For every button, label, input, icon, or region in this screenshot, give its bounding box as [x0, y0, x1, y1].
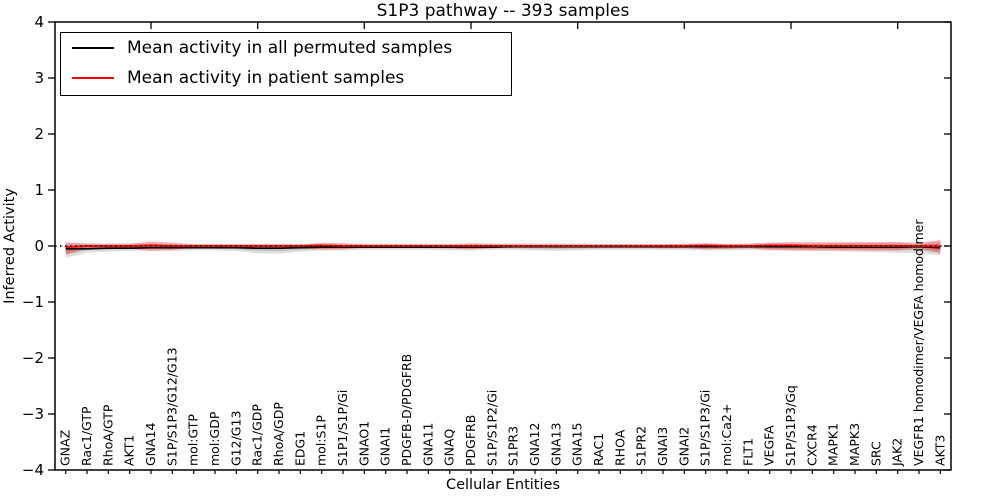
- x-tick-label: EDG1: [292, 431, 307, 466]
- x-tick-label: VEGFA: [762, 425, 777, 466]
- y-tick-label: 2: [34, 125, 44, 143]
- y-axis-label: Inferred Activity: [2, 188, 18, 304]
- x-tick-label: GNA13: [548, 423, 563, 467]
- x-tick-label: Rac1/GTP: [79, 406, 94, 466]
- x-tick-label: S1P/S1P2/Gi: [484, 390, 499, 466]
- x-tick-label: CXCR4: [804, 424, 819, 466]
- y-tick-label: −3: [22, 405, 44, 423]
- patient-line-swatch: [72, 77, 114, 79]
- x-tick-label: GNA12: [527, 423, 542, 467]
- chart-title: S1P3 pathway -- 393 samples: [376, 1, 630, 21]
- x-tick-label: MAPK3: [847, 423, 862, 466]
- x-tick-label: GNA15: [570, 423, 585, 467]
- y-tick-label: 4: [34, 13, 44, 31]
- x-tick-label: SRC: [868, 441, 883, 466]
- x-axis-label: Cellular Entities: [445, 477, 561, 493]
- x-tick-label: RhoA/GDP: [271, 402, 286, 466]
- x-tick-label: RhoA/GTP: [100, 404, 115, 466]
- x-tick-label: FLT1: [740, 438, 755, 466]
- x-tick-label: GNAQ: [442, 429, 457, 466]
- x-tick-label: S1P/S1P3/Gi: [698, 390, 713, 466]
- y-tick-label: −2: [22, 349, 44, 367]
- x-tick-label: S1P1/S1P/Gi: [335, 390, 350, 466]
- legend: Mean activity in all permuted samples Me…: [60, 32, 512, 96]
- x-tick-label: S1PR2: [634, 426, 649, 466]
- x-tick-label: mol:S1P: [314, 415, 329, 466]
- y-tick-label: −4: [22, 461, 44, 479]
- y-tick-label: 3: [34, 69, 44, 87]
- x-tick-label: RHOA: [612, 429, 627, 466]
- y-tick-label: 0: [34, 237, 44, 255]
- x-tick-label: G12/G13: [228, 411, 243, 466]
- x-tick-label: PDGFB-D/PDGFRB: [399, 354, 414, 466]
- x-tick-label: Rac1/GDP: [250, 404, 265, 466]
- permuted-line-swatch: [72, 47, 114, 49]
- x-tick-label: JAK2: [890, 438, 905, 467]
- legend-item-patient: Mean activity in patient samples: [61, 63, 511, 93]
- x-tick-label: S1P/S1P3/Gq: [783, 385, 798, 466]
- x-tick-label: RAC1: [591, 433, 606, 466]
- y-tick-label: 1: [34, 181, 44, 199]
- x-tick-label: GNA11: [420, 423, 435, 467]
- plot-box: [54, 21, 952, 471]
- x-tick-label: mol:Ca2+: [719, 404, 734, 466]
- legend-item-permuted: Mean activity in all permuted samples: [61, 33, 511, 63]
- x-tick-label: GNAI1: [378, 427, 393, 466]
- y-tick-label: −1: [22, 293, 44, 311]
- x-tick-label: GNA14: [143, 422, 158, 466]
- x-tick-label: AKT1: [122, 435, 137, 466]
- x-tick-label: GNAO1: [356, 421, 371, 466]
- x-tick-label: AKT3: [932, 435, 947, 466]
- x-tick-label: GNAI3: [655, 427, 670, 466]
- x-tick-label: S1PR3: [506, 426, 521, 466]
- x-tick-label: PDGFRB: [463, 415, 478, 466]
- x-tick-label: GNAI2: [676, 427, 691, 466]
- x-tick-label: VEGFR1 homodimer/VEGFA homodimer: [911, 219, 926, 466]
- x-tick-label: MAPK1: [826, 423, 841, 466]
- x-tick-label: mol:GDP: [207, 411, 222, 466]
- x-tick-label: S1P/S1P3/G12/G13: [164, 347, 179, 466]
- x-tick-label: mol:GTP: [186, 414, 201, 466]
- legend-label-patient: Mean activity in patient samples: [127, 68, 405, 88]
- x-tick-label: GNAZ: [58, 430, 73, 466]
- legend-label-permuted: Mean activity in all permuted samples: [127, 38, 453, 58]
